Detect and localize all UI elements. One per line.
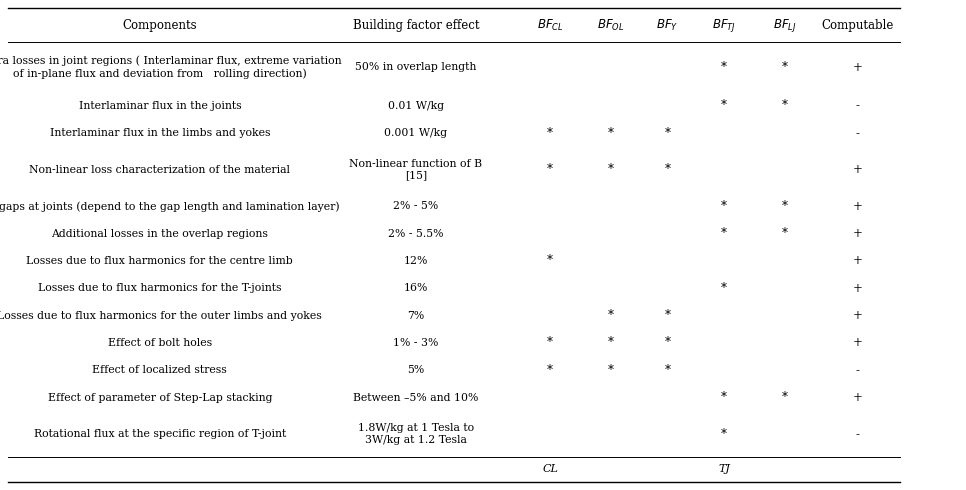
Text: 5%: 5% — [408, 366, 424, 375]
Text: 2% - 5.5%: 2% - 5.5% — [388, 229, 443, 239]
Text: 1.8W/kg at 1 Tesla to
3W/kg at 1.2 Tesla: 1.8W/kg at 1 Tesla to 3W/kg at 1.2 Tesla — [357, 423, 474, 445]
Text: *: * — [608, 337, 614, 349]
Text: *: * — [721, 391, 727, 404]
Text: Losses due to flux harmonics for the T-joints: Losses due to flux harmonics for the T-j… — [38, 283, 282, 294]
Text: Effect of bolt holes: Effect of bolt holes — [108, 338, 212, 348]
Text: -: - — [856, 364, 860, 377]
Text: *: * — [608, 163, 614, 176]
Text: +: + — [853, 309, 863, 322]
Text: Interlaminar flux in the joints: Interlaminar flux in the joints — [78, 101, 242, 111]
Text: Effect of parameter of Step-Lap stacking: Effect of parameter of Step-Lap stacking — [47, 392, 272, 403]
Text: $BF_{OL}$: $BF_{OL}$ — [597, 18, 625, 33]
Text: *: * — [547, 337, 554, 349]
Text: +: + — [853, 200, 863, 213]
Text: TJ: TJ — [718, 465, 730, 474]
Text: Losses due to flux harmonics for the outer limbs and yokes: Losses due to flux harmonics for the out… — [0, 311, 323, 320]
Text: Interlaminar flux in the limbs and yokes: Interlaminar flux in the limbs and yokes — [49, 128, 270, 138]
Text: Air gaps at joints (depend to the gap length and lamination layer): Air gaps at joints (depend to the gap le… — [0, 201, 340, 212]
Text: *: * — [781, 391, 788, 404]
Text: Between –5% and 10%: Between –5% and 10% — [354, 392, 478, 403]
Text: *: * — [721, 227, 727, 240]
Text: *: * — [547, 364, 554, 377]
Text: *: * — [665, 337, 670, 349]
Text: *: * — [665, 364, 670, 377]
Text: *: * — [547, 163, 554, 176]
Text: *: * — [721, 61, 727, 74]
Text: *: * — [608, 127, 614, 140]
Text: $BF_{TJ}$: $BF_{TJ}$ — [712, 17, 736, 34]
Text: $BF_{Y}$: $BF_{Y}$ — [656, 18, 679, 33]
Text: +: + — [853, 227, 863, 240]
Text: -: - — [856, 428, 860, 441]
Text: $BF_{LJ}$: $BF_{LJ}$ — [773, 17, 797, 34]
Text: *: * — [721, 428, 727, 441]
Text: *: * — [781, 200, 788, 213]
Text: *: * — [781, 227, 788, 240]
Text: *: * — [721, 99, 727, 113]
Text: -: - — [856, 99, 860, 113]
Text: *: * — [665, 309, 670, 322]
Text: 7%: 7% — [408, 311, 424, 320]
Text: Non-linear function of B
[15]: Non-linear function of B [15] — [350, 159, 482, 181]
Text: Losses due to flux harmonics for the centre limb: Losses due to flux harmonics for the cen… — [26, 256, 294, 266]
Text: *: * — [547, 254, 554, 268]
Text: Non-linear loss characterization of the material: Non-linear loss characterization of the … — [29, 165, 291, 175]
Text: *: * — [608, 309, 614, 322]
Text: Computable: Computable — [822, 19, 894, 31]
Text: -: - — [856, 127, 860, 140]
Text: Effect of localized stress: Effect of localized stress — [93, 366, 227, 375]
Text: +: + — [853, 391, 863, 404]
Text: 2% - 5%: 2% - 5% — [393, 201, 439, 211]
Text: CL: CL — [542, 465, 558, 474]
Text: *: * — [781, 99, 788, 113]
Text: 50% in overlap length: 50% in overlap length — [355, 62, 476, 72]
Text: Rotational flux at the specific region of T-joint: Rotational flux at the specific region o… — [34, 429, 286, 439]
Text: *: * — [721, 282, 727, 295]
Text: 0.01 W/kg: 0.01 W/kg — [387, 101, 444, 111]
Text: *: * — [721, 200, 727, 213]
Text: 12%: 12% — [404, 256, 428, 266]
Text: +: + — [853, 254, 863, 268]
Text: Building factor effect: Building factor effect — [353, 19, 479, 31]
Text: *: * — [547, 127, 554, 140]
Text: Additional losses in the overlap regions: Additional losses in the overlap regions — [51, 229, 269, 239]
Text: *: * — [665, 163, 670, 176]
Text: *: * — [665, 127, 670, 140]
Text: Components: Components — [123, 19, 197, 31]
Text: +: + — [853, 282, 863, 295]
Text: 16%: 16% — [404, 283, 428, 294]
Text: *: * — [781, 61, 788, 74]
Text: Extra losses in joint regions ( Interlaminar flux, extreme variation
of in-plane: Extra losses in joint regions ( Interlam… — [0, 56, 341, 79]
Text: 0.001 W/kg: 0.001 W/kg — [384, 128, 447, 138]
Text: +: + — [853, 61, 863, 74]
Text: $BF_{CL}$: $BF_{CL}$ — [537, 18, 563, 33]
Text: *: * — [608, 364, 614, 377]
Text: +: + — [853, 163, 863, 176]
Text: +: + — [853, 337, 863, 349]
Text: 1% - 3%: 1% - 3% — [393, 338, 439, 348]
